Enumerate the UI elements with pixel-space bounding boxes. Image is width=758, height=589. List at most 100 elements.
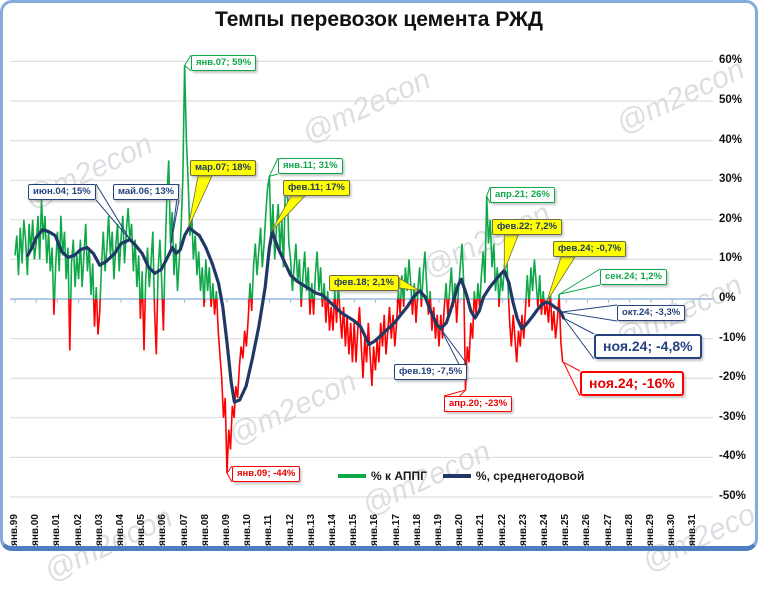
series-monthly-positive (525, 275, 530, 300)
chart-legend: % к АППГ %, среднегодовой (338, 469, 584, 483)
y-axis-tick-label: 30% (719, 173, 743, 186)
series-monthly-positive (53, 215, 70, 300)
x-axis-label: янв.12 (284, 514, 296, 546)
annotation-wedge (503, 234, 519, 271)
x-axis-label: янв.13 (305, 514, 317, 546)
series-monthly-positive (444, 283, 448, 300)
series-monthly-positive (541, 291, 545, 300)
x-axis-label: янв.27 (602, 514, 614, 546)
series-monthly-negative (414, 298, 419, 323)
series-monthly-negative (308, 298, 312, 315)
series-monthly-positive (448, 267, 454, 300)
annotation-callout: фев.24; -0,7% (553, 241, 627, 257)
series-monthly-negative (92, 298, 97, 327)
x-axis-label: янв.21 (475, 514, 487, 546)
x-axis-label: янв.07 (178, 514, 190, 546)
x-axis-label: янв.11 (263, 514, 275, 546)
x-axis-label: янв.02 (72, 514, 84, 546)
annotation-leader (440, 328, 468, 365)
x-axis-label: янв.08 (199, 514, 211, 546)
x-axis-label: янв.19 (433, 514, 444, 546)
x-axis-label: янв.06 (157, 514, 169, 546)
series-monthly-positive (528, 259, 539, 300)
x-axis-label: янв.25 (560, 514, 572, 546)
annotation-callout: окт.24; -3,3% (617, 305, 686, 321)
x-axis-label: янв.04 (115, 514, 126, 546)
series-monthly-positive (537, 275, 542, 300)
series-monthly-positive (428, 291, 432, 300)
series-monthly-negative (202, 298, 206, 307)
series-monthly-positive (397, 291, 400, 300)
series-monthly-negative (52, 298, 56, 315)
series-monthly-negative (507, 298, 527, 363)
annotation-callout: янв.09; -44% (232, 466, 301, 482)
series-monthly-positive (479, 195, 500, 300)
series-monthly-negative (321, 298, 324, 307)
series-monthly-positive (215, 291, 218, 300)
annotation-wedge (546, 256, 576, 302)
annotation-leader (563, 317, 595, 360)
series-monthly-negative (549, 298, 560, 339)
series-monthly-negative (68, 298, 72, 351)
series-monthly-negative (95, 298, 101, 335)
annotation-callout: янв.11; 31% (278, 158, 343, 174)
series-monthly-positive (313, 251, 323, 300)
annotation-leader (443, 389, 466, 397)
x-axis-label: янв.09 (221, 514, 232, 546)
x-axis-label: янв.17 (390, 514, 402, 546)
annotation-callout: июн.04; 15% (28, 184, 96, 200)
series-monthly-positive (210, 283, 215, 300)
x-axis-label: янв.31 (687, 514, 699, 546)
y-axis-tick-label: -20% (719, 371, 746, 384)
x-axis-label: янв.22 (496, 514, 508, 546)
series-monthly-positive (144, 231, 156, 300)
annotation-leader (184, 54, 192, 66)
series-monthly-positive (473, 291, 476, 300)
series-monthly-negative (213, 298, 217, 315)
annotation-leader (95, 183, 131, 240)
annotation-callout: мар.07; 18% (190, 160, 257, 176)
annotation-wedge (270, 195, 306, 232)
x-axis-label: янв.00 (30, 514, 42, 546)
annotation-leader (184, 64, 192, 72)
annotation-leader (226, 472, 233, 483)
series-monthly-negative (142, 298, 146, 351)
annotation-callout: ноя.24; -4,8% (594, 334, 702, 359)
annotation-leader (269, 173, 279, 177)
legend-label: % к АППГ (371, 469, 427, 483)
annotation-leader (563, 362, 581, 397)
series-monthly-negative (250, 298, 253, 311)
x-axis-label: янв.24 (539, 514, 550, 546)
x-axis-label: янв.29 (645, 514, 656, 546)
series-monthly-negative (402, 298, 405, 307)
series-monthly-positive (326, 291, 329, 300)
annotation-leader (486, 186, 491, 197)
legend-label: %, среднегодовой (475, 469, 585, 483)
legend-swatch (442, 474, 471, 478)
annotation-callout: янв.07; 59% (191, 55, 257, 71)
y-axis-tick-label: -30% (719, 410, 746, 423)
series-monthly-negative (497, 298, 501, 307)
annotation-leader (268, 157, 279, 177)
y-axis-tick-label: 20% (719, 212, 743, 225)
legend-item: %, среднегодовой (442, 469, 585, 483)
x-axis-label: янв.28 (623, 514, 635, 546)
series-monthly-negative (420, 298, 423, 307)
x-axis-label: янв.15 (348, 514, 360, 546)
series-monthly-negative (398, 298, 402, 315)
series-monthly-negative (324, 298, 329, 323)
annotation-callout: фев.18; 2,1% (329, 275, 399, 291)
y-axis-tick-label: 10% (719, 252, 743, 265)
series-monthly-positive (333, 291, 336, 300)
series-monthly-negative (300, 298, 303, 307)
annotation-leader (95, 199, 131, 240)
y-axis-tick-label: 40% (719, 133, 743, 146)
y-axis-tick-label: -50% (719, 490, 746, 502)
annotation-callout: апр.20; -23% (444, 396, 513, 412)
annotation-callout: фев.22; 7,2% (492, 219, 562, 235)
x-axis-label: янв.14 (327, 514, 338, 546)
annotation-leader (486, 195, 491, 204)
series-monthly-positive (421, 251, 429, 300)
legend-swatch (338, 474, 366, 478)
series-monthly-positive (457, 243, 465, 300)
